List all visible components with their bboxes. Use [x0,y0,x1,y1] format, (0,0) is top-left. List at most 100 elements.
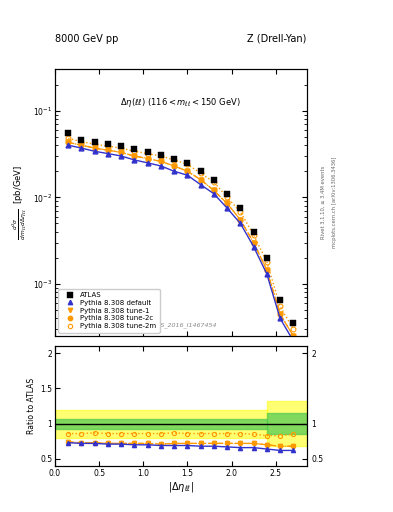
Pythia 8.308 tune-2m [291,326,296,332]
ATLAS [198,168,203,174]
Pythia 8.308 tune-2m [119,145,123,151]
ATLAS [211,177,216,183]
Pythia 8.308 default [278,315,283,322]
Line: Pythia 8.308 tune-1: Pythia 8.308 tune-1 [66,140,296,338]
Pythia 8.308 default [264,271,269,277]
Text: Z (Drell-Yan): Z (Drell-Yan) [247,33,307,44]
ATLAS [92,139,97,145]
Pythia 8.308 tune-2c [92,145,97,151]
ATLAS [145,150,150,156]
Pythia 8.308 tune-2m [238,209,243,215]
Pythia 8.308 default [172,168,176,174]
Pythia 8.308 default [119,153,123,159]
Pythia 8.308 tune-2c [225,200,230,206]
Line: Pythia 8.308 tune-2m: Pythia 8.308 tune-2m [66,136,296,332]
Pythia 8.308 tune-1 [132,153,137,159]
Pythia 8.308 tune-1 [92,145,97,151]
Pythia 8.308 tune-1 [291,333,296,339]
Pythia 8.308 tune-2m [172,157,176,163]
Pythia 8.308 default [211,190,216,197]
Text: $\Delta\eta(\ell\ell)\ (116 < m_{\ell\ell} < 150\ \mathrm{GeV})$: $\Delta\eta(\ell\ell)\ (116 < m_{\ell\el… [120,96,241,109]
Pythia 8.308 tune-1 [119,150,123,156]
Pythia 8.308 tune-2c [185,168,190,174]
Pythia 8.308 tune-1 [158,158,163,164]
ATLAS [172,156,176,162]
Pythia 8.308 tune-1 [198,177,203,183]
Pythia 8.308 tune-2c [172,163,176,169]
Pythia 8.308 tune-2m [66,135,71,141]
Pythia 8.308 default [106,151,110,157]
Pythia 8.308 tune-2c [291,333,296,339]
ATLAS [79,137,84,143]
Y-axis label: $\frac{d^2\sigma}{d\,m_{\ell\ell}\,d\Delta\eta_{\ell\ell}}$  [pb/GeV]: $\frac{d^2\sigma}{d\,m_{\ell\ell}\,d\Del… [11,165,29,240]
Pythia 8.308 default [66,142,71,148]
Pythia 8.308 tune-2c [251,240,256,246]
Pythia 8.308 default [79,145,84,151]
Pythia 8.308 default [145,160,150,166]
Text: 8000 GeV pp: 8000 GeV pp [55,33,118,44]
Pythia 8.308 tune-1 [79,142,84,148]
Pythia 8.308 default [291,338,296,344]
Pythia 8.308 default [185,172,190,178]
Pythia 8.308 tune-2c [106,147,110,153]
Y-axis label: Ratio to ATLAS: Ratio to ATLAS [27,378,36,434]
Pythia 8.308 default [225,205,230,211]
Pythia 8.308 tune-2m [185,161,190,167]
Line: ATLAS: ATLAS [65,130,296,327]
Pythia 8.308 tune-2m [145,151,150,157]
Pythia 8.308 tune-1 [172,163,176,169]
Pythia 8.308 default [132,157,137,163]
Pythia 8.308 tune-2c [158,158,163,164]
Pythia 8.308 tune-2m [198,170,203,176]
ATLAS [238,205,243,211]
Pythia 8.308 tune-2c [264,267,269,273]
ATLAS [185,160,190,166]
Pythia 8.308 default [238,220,243,226]
ATLAS [291,321,296,327]
Pythia 8.308 tune-1 [251,240,256,246]
Pythia 8.308 tune-2c [198,177,203,183]
ATLAS [278,297,283,303]
Pythia 8.308 tune-1 [264,267,269,273]
Legend: ATLAS, Pythia 8.308 default, Pythia 8.308 tune-1, Pythia 8.308 tune-2c, Pythia 8: ATLAS, Pythia 8.308 default, Pythia 8.30… [59,289,160,333]
Pythia 8.308 tune-2m [264,259,269,265]
Text: Rivet 3.1.10, ≥ 3.4M events: Rivet 3.1.10, ≥ 3.4M events [320,166,325,240]
Pythia 8.308 tune-2c [66,139,71,145]
ATLAS [264,255,269,261]
Pythia 8.308 tune-2c [278,311,283,317]
ATLAS [119,143,123,149]
Pythia 8.308 tune-2c [79,142,84,148]
Pythia 8.308 default [198,182,203,188]
ATLAS [225,190,230,197]
Pythia 8.308 default [251,244,256,250]
ATLAS [66,130,71,136]
Pythia 8.308 tune-1 [225,200,230,206]
Pythia 8.308 tune-1 [185,168,190,174]
Pythia 8.308 default [92,148,97,155]
Pythia 8.308 tune-2m [158,153,163,159]
ATLAS [106,141,110,147]
Pythia 8.308 tune-2m [106,143,110,149]
Pythia 8.308 tune-2c [238,217,243,223]
Pythia 8.308 tune-2c [211,187,216,194]
Pythia 8.308 default [158,163,163,169]
Pythia 8.308 tune-2m [79,139,84,145]
Pythia 8.308 tune-2m [251,231,256,238]
Pythia 8.308 tune-1 [145,156,150,162]
Pythia 8.308 tune-1 [106,147,110,153]
Pythia 8.308 tune-1 [211,187,216,194]
ATLAS [132,146,137,152]
Pythia 8.308 tune-2c [119,150,123,156]
Pythia 8.308 tune-2m [211,179,216,185]
Pythia 8.308 tune-2m [92,141,97,147]
Pythia 8.308 tune-1 [66,139,71,145]
ATLAS [251,229,256,235]
X-axis label: $|\Delta\eta_{\ell\ell}|$: $|\Delta\eta_{\ell\ell}|$ [168,480,194,495]
Text: mcplots.cern.ch [arXiv:1306.3436]: mcplots.cern.ch [arXiv:1306.3436] [332,157,337,248]
Text: ATLAS_2016_I1467454: ATLAS_2016_I1467454 [145,323,217,328]
Pythia 8.308 tune-2c [145,156,150,162]
Pythia 8.308 tune-1 [278,311,283,317]
Pythia 8.308 tune-2m [225,194,230,200]
Pythia 8.308 tune-2c [132,153,137,159]
Pythia 8.308 tune-2m [132,148,137,155]
